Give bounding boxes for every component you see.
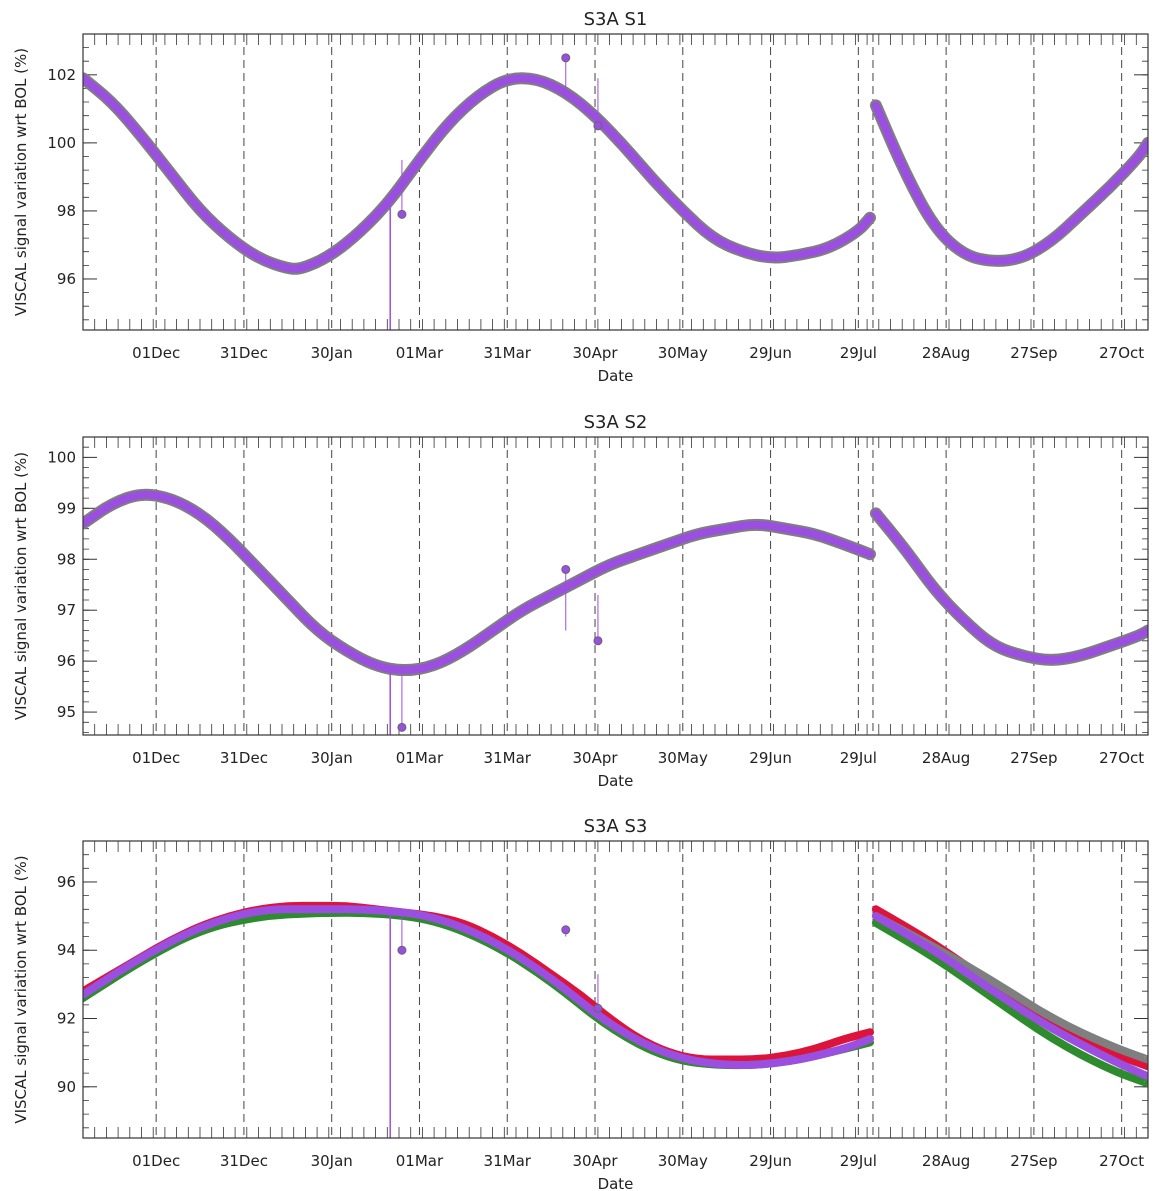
x-axis-label: Date [598,367,634,385]
y-tick-label: 98 [57,550,76,568]
y-tick-label: 95 [57,703,76,721]
y-axis-label: VISCAL signal variation wrt BOL (%) [12,855,30,1123]
outlier-point [397,945,407,955]
x-tick-label: 27Oct [1099,749,1144,767]
x-tick-label: 29Jul [840,1152,877,1170]
x-tick-label: 01Mar [396,344,444,362]
outlier-point [593,121,603,131]
x-axis-label: Date [598,772,634,790]
plot-area [83,901,1148,1138]
x-tick-label: 01Dec [132,1152,180,1170]
chart-title: S3A S1 [584,9,648,30]
series-line [871,912,1148,1081]
y-tick-label: 100 [47,134,76,152]
outlier-point [561,925,571,935]
x-tick-label: 30May [658,749,708,767]
outlier-point [561,53,571,63]
series-line [871,101,1148,265]
y-axis-label: VISCAL signal variation wrt BOL (%) [12,452,30,720]
plot-frame [82,840,1149,1139]
outlier-point [397,209,407,219]
y-tick-label: 97 [57,601,76,619]
series-line [871,509,1148,664]
x-tick-label: 29Jun [749,749,792,767]
y-tick-label: 96 [57,873,76,891]
x-tick-label: 30Apr [572,749,618,767]
x-tick-label: 28Aug [922,1152,970,1170]
chart-title: S3A S3 [584,816,648,837]
x-tick-label: 27Oct [1099,1152,1144,1170]
x-tick-label: 28Aug [922,344,970,362]
y-tick-label: 96 [57,652,76,670]
y-axis-label: VISCAL signal variation wrt BOL (%) [12,48,30,316]
x-tick-label: 27Sep [1010,1152,1057,1170]
chart-panel-3: S3A S3 Date VISCAL signal variation wrt BO… [12,816,1149,1191]
chart-panel-2: S3A S2 Date VISCAL signal variation wrt BO… [12,412,1149,790]
plot-frame [82,436,1149,736]
x-tick-label: 28Aug [922,749,970,767]
x-tick-label: 30Jan [311,749,353,767]
series-line [871,918,1148,1088]
series-line [83,74,875,273]
series-line-shadow [869,507,1148,666]
x-tick-label: 27Oct [1099,344,1144,362]
x-tick-label: 01Mar [396,749,444,767]
x-tick-label: 31Dec [220,749,268,767]
series-line-shadow [869,99,1148,267]
x-tick-label: 31Mar [484,1152,532,1170]
outlier-point [397,722,407,732]
x-tick-label: 31Mar [484,344,532,362]
x-tick-label: 01Dec [132,344,180,362]
x-tick-label: 31Dec [220,1152,268,1170]
x-tick-label: 01Mar [396,1152,444,1170]
x-tick-label: 30Apr [572,344,618,362]
x-tick-label: 27Sep [1010,344,1057,362]
x-axis-label: Date [598,1175,634,1191]
y-tick-label: 98 [57,202,76,220]
y-minor-ticks [83,436,1148,733]
series-line [83,490,875,675]
x-tick-label: 31Dec [220,344,268,362]
x-tick-label: 30Jan [311,344,353,362]
outlier-point [593,1003,603,1013]
x-tick-label: 31Mar [484,749,532,767]
plot-area [83,53,1148,330]
y-tick-label: 100 [47,448,76,466]
x-minor-ticks [82,34,1149,330]
y-tick-label: 96 [57,270,76,288]
x-tick-label: 29Jul [840,344,877,362]
x-tick-label: 01Dec [132,749,180,767]
y-tick-label: 94 [57,941,76,959]
outlier-point [561,564,571,574]
x-tick-label: 29Jul [840,749,877,767]
y-tick-label: 102 [47,66,76,84]
plot-area [83,488,1148,735]
plot-frame [82,33,1149,331]
x-tick-label: 27Sep [1010,749,1057,767]
x-tick-label: 30Jan [311,1152,353,1170]
x-tick-label: 29Jun [749,344,792,362]
series-line [83,905,875,1070]
y-minor-ticks [83,33,1148,321]
outlier-point [593,636,603,646]
series-line-shadow [83,72,877,275]
x-tick-label: 29Jun [749,1152,792,1170]
x-tick-label: 30May [658,344,708,362]
y-tick-label: 90 [57,1078,76,1096]
y-tick-label: 92 [57,1010,76,1028]
chart-panel-1: S3A S1 Date VISCAL signal variation wrt BO… [12,9,1149,385]
x-tick-label: 30Apr [572,1152,618,1170]
x-tick-label: 30May [658,1152,708,1170]
x-minor-ticks [82,437,1149,735]
y-tick-label: 99 [57,499,76,517]
chart-title: S3A S2 [584,412,648,433]
